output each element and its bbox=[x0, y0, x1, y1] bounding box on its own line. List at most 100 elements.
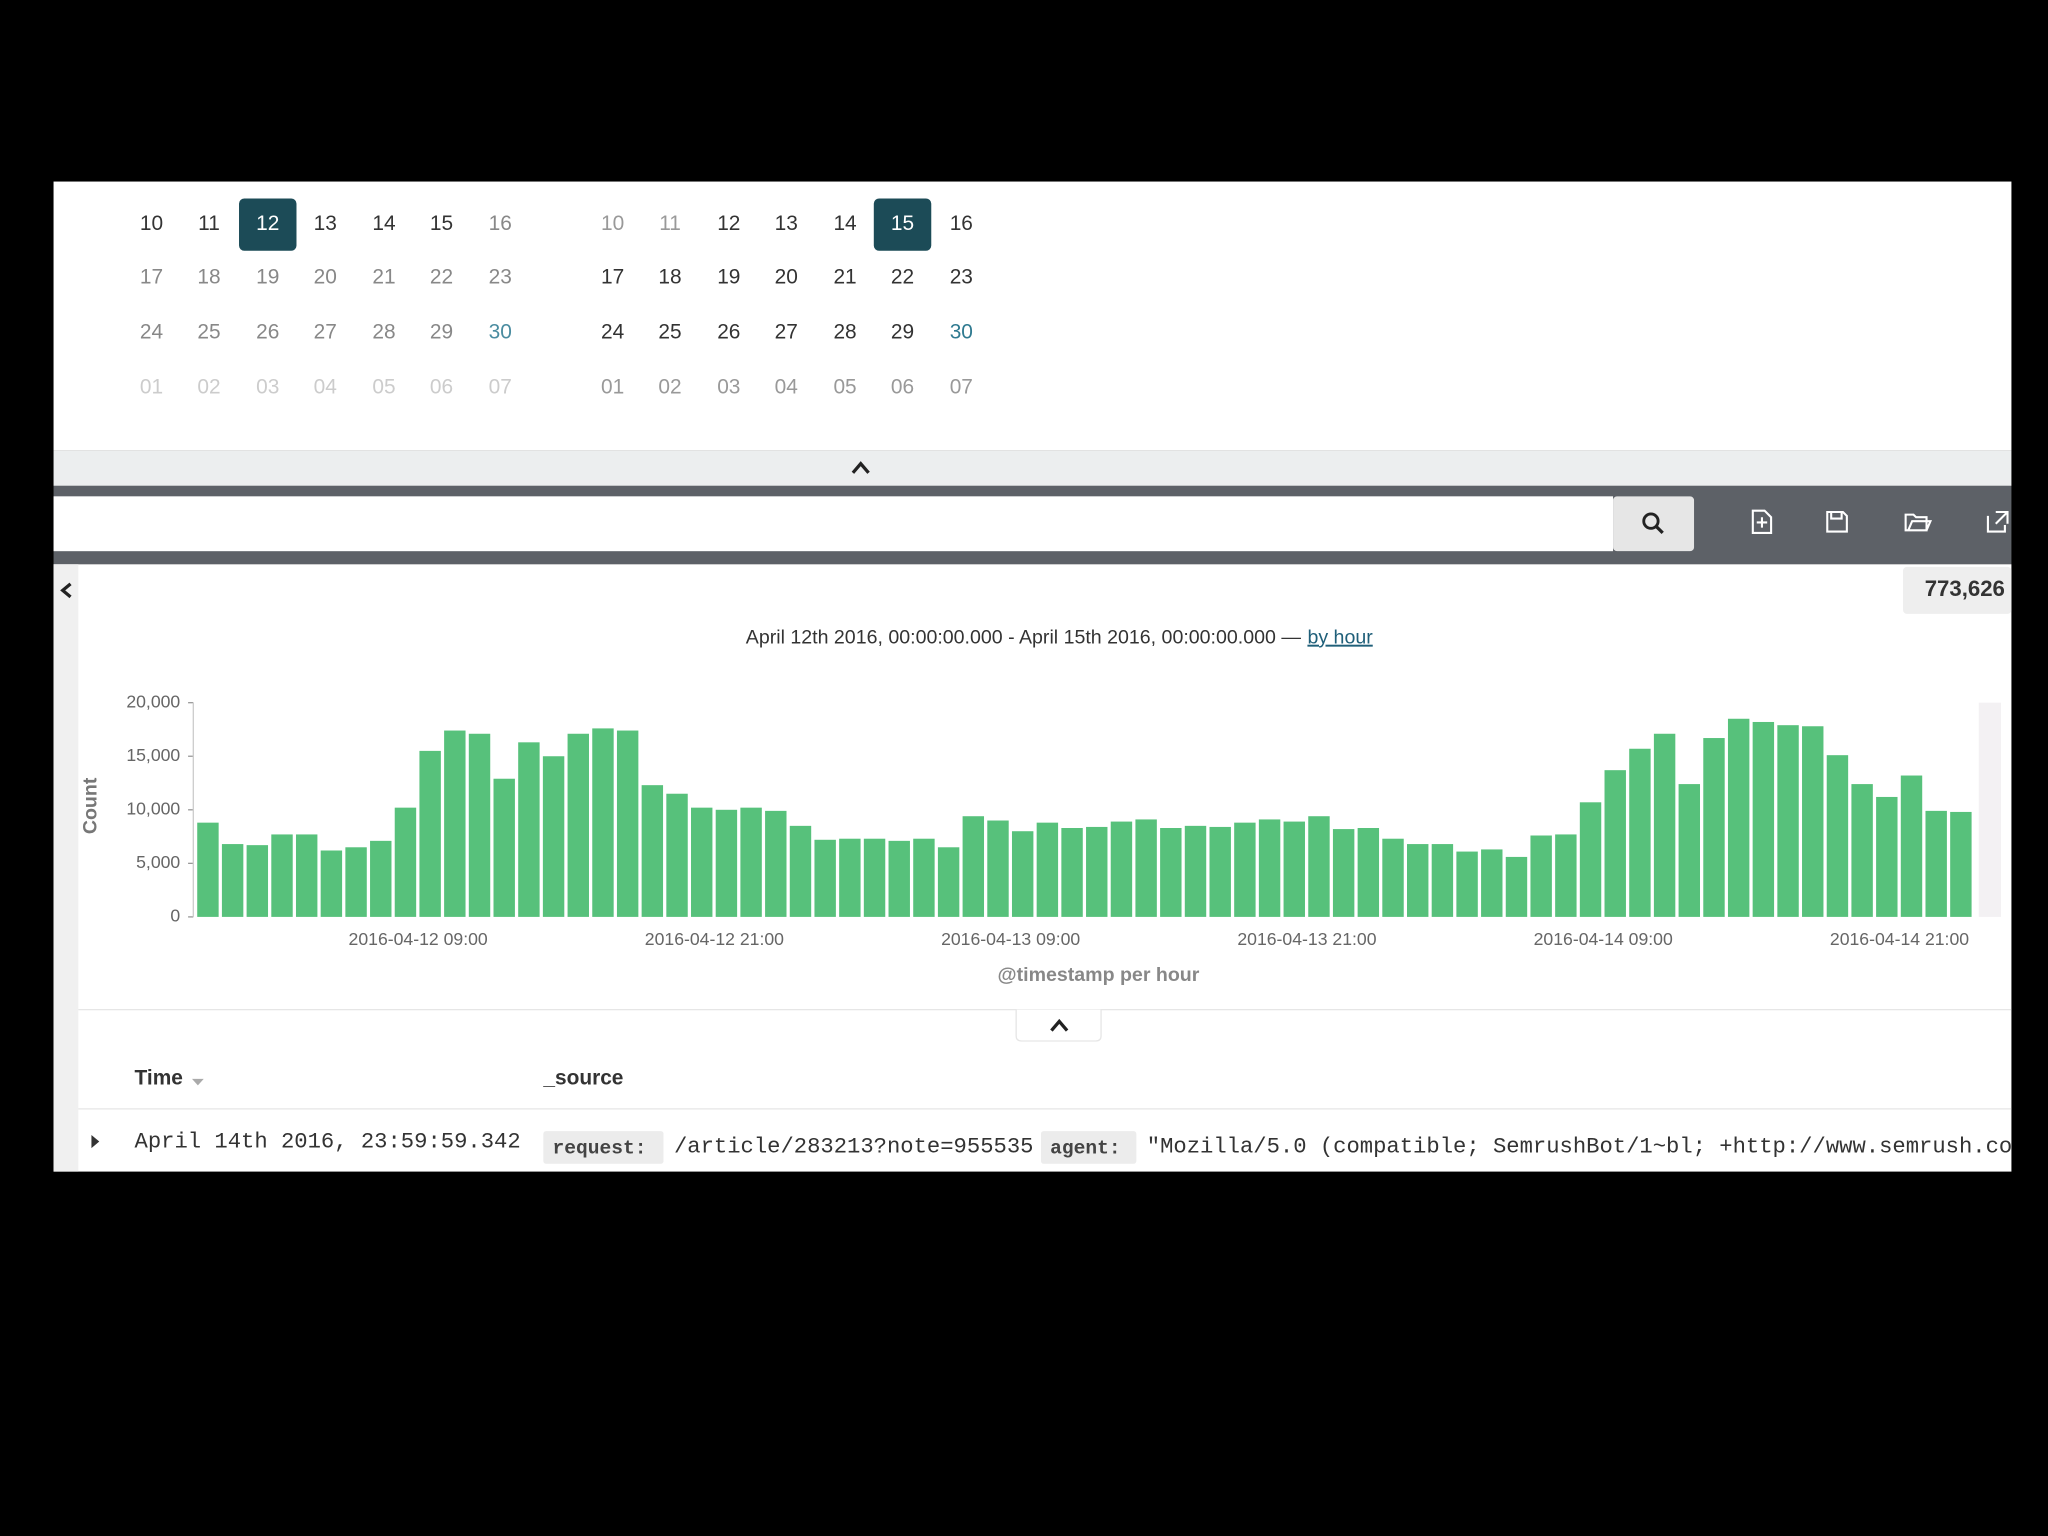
bar bbox=[765, 810, 787, 917]
bar bbox=[271, 834, 293, 917]
day[interactable]: 13 bbox=[775, 212, 798, 235]
bar bbox=[962, 816, 985, 917]
bar bbox=[567, 733, 589, 917]
day[interactable]: 06 bbox=[430, 375, 453, 398]
search-icon bbox=[1642, 512, 1660, 530]
day[interactable]: 29 bbox=[891, 321, 914, 344]
day[interactable]: 13 bbox=[314, 212, 337, 235]
save-icon[interactable] bbox=[1826, 510, 1848, 533]
collapse-strip[interactable] bbox=[53, 450, 2012, 486]
day[interactable]: 14 bbox=[833, 212, 856, 235]
day[interactable]: 01 bbox=[140, 375, 163, 398]
day[interactable]: 27 bbox=[775, 321, 798, 344]
day[interactable]: 23 bbox=[950, 266, 973, 289]
bar bbox=[246, 845, 269, 917]
day[interactable]: 10 bbox=[140, 212, 163, 235]
search-input[interactable] bbox=[53, 496, 1614, 552]
day[interactable]: 20 bbox=[314, 266, 337, 289]
x-tick-label: 2016-04-13 21:00 bbox=[1237, 929, 1376, 949]
day[interactable]: 28 bbox=[833, 321, 856, 344]
bar bbox=[1110, 821, 1133, 917]
column-header[interactable]: _source bbox=[542, 1066, 623, 1089]
bar bbox=[1234, 822, 1256, 917]
day[interactable]: 11 bbox=[198, 212, 220, 235]
bar bbox=[1357, 828, 1380, 917]
day[interactable]: 25 bbox=[197, 321, 220, 344]
new-icon[interactable] bbox=[1751, 509, 1773, 534]
day[interactable]: 30 bbox=[950, 321, 973, 344]
bar bbox=[937, 847, 960, 917]
day[interactable]: 22 bbox=[430, 266, 453, 289]
bar bbox=[394, 807, 417, 917]
chart-collapse-tab[interactable] bbox=[1015, 1009, 1102, 1042]
day[interactable]: 26 bbox=[256, 321, 279, 344]
expand-row[interactable] bbox=[91, 1135, 100, 1149]
day[interactable]: 02 bbox=[658, 375, 681, 398]
day[interactable]: 21 bbox=[833, 266, 856, 289]
x-tick-label: 2016-04-13 09:00 bbox=[941, 929, 1080, 949]
x-tick-label: 2016-04-12 21:00 bbox=[645, 929, 784, 949]
day[interactable]: 25 bbox=[658, 321, 681, 344]
day[interactable]: 04 bbox=[314, 375, 337, 398]
search-button[interactable] bbox=[1613, 496, 1695, 552]
day[interactable]: 17 bbox=[140, 266, 163, 289]
day[interactable]: 07 bbox=[489, 375, 512, 398]
day[interactable]: 12 bbox=[717, 212, 740, 235]
day[interactable]: 18 bbox=[197, 266, 220, 289]
day[interactable]: 23 bbox=[489, 266, 512, 289]
chart-collapse-caret[interactable] bbox=[1050, 1018, 1069, 1032]
bar bbox=[1505, 856, 1528, 917]
day[interactable]: 11 bbox=[659, 212, 681, 235]
day[interactable]: 16 bbox=[489, 212, 512, 235]
day[interactable]: 05 bbox=[372, 375, 395, 398]
collapse-caret[interactable] bbox=[851, 461, 870, 474]
field-value: /article/283213?note=955535 bbox=[674, 1135, 1034, 1160]
day[interactable]: 21 bbox=[372, 266, 395, 289]
day[interactable]: 15 bbox=[430, 212, 453, 235]
day[interactable]: 27 bbox=[314, 321, 337, 344]
day[interactable]: 12 bbox=[256, 212, 279, 235]
day[interactable]: 04 bbox=[775, 375, 798, 398]
bar bbox=[1431, 844, 1454, 917]
day[interactable]: 26 bbox=[717, 321, 740, 344]
day[interactable]: 07 bbox=[950, 375, 973, 398]
day[interactable]: 19 bbox=[717, 266, 740, 289]
day[interactable]: 03 bbox=[256, 375, 279, 398]
day[interactable]: 16 bbox=[950, 212, 973, 235]
bar bbox=[1851, 784, 1873, 917]
day[interactable]: 15 bbox=[891, 212, 914, 235]
sidebar-toggle[interactable] bbox=[53, 564, 79, 1172]
day[interactable]: 02 bbox=[197, 375, 220, 398]
day[interactable]: 10 bbox=[601, 212, 624, 235]
column-header[interactable]: Time bbox=[135, 1066, 183, 1089]
day[interactable]: 01 bbox=[601, 375, 624, 398]
day[interactable]: 19 bbox=[256, 266, 279, 289]
day[interactable]: 18 bbox=[658, 266, 681, 289]
share-icon[interactable] bbox=[1986, 510, 2009, 533]
day[interactable]: 05 bbox=[833, 375, 856, 398]
day[interactable]: 22 bbox=[891, 266, 914, 289]
bar bbox=[419, 750, 441, 917]
day[interactable]: 17 bbox=[601, 266, 624, 289]
brush-edge bbox=[1978, 702, 2001, 917]
hits-box bbox=[1903, 566, 2012, 614]
sidebar-caret[interactable] bbox=[60, 582, 72, 599]
day[interactable]: 30 bbox=[489, 321, 512, 344]
day[interactable]: 24 bbox=[601, 321, 624, 344]
bar bbox=[1752, 721, 1775, 917]
title-text: April 12th 2016, 00:00:00.000 - April 15… bbox=[746, 627, 1302, 649]
bar bbox=[1802, 726, 1824, 917]
day[interactable]: 14 bbox=[372, 212, 395, 235]
day[interactable]: 29 bbox=[430, 321, 453, 344]
day[interactable]: 28 bbox=[372, 321, 395, 344]
sort-icon[interactable] bbox=[192, 1078, 204, 1086]
open-icon[interactable] bbox=[1904, 513, 1933, 532]
day[interactable]: 20 bbox=[775, 266, 798, 289]
bar bbox=[1160, 828, 1182, 917]
interval-link[interactable]: by hour bbox=[1307, 627, 1373, 649]
day[interactable]: 06 bbox=[891, 375, 914, 398]
day[interactable]: 24 bbox=[140, 321, 163, 344]
day[interactable]: 03 bbox=[717, 375, 740, 398]
bar bbox=[1579, 802, 1602, 917]
